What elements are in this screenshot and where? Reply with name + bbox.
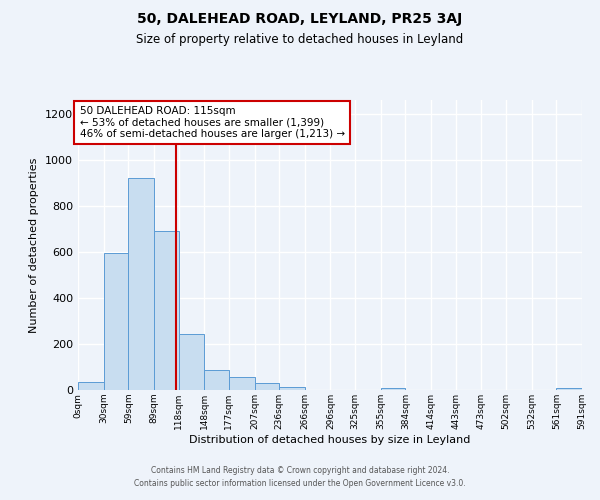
Bar [279,386,305,390]
Bar [556,388,582,390]
Text: 50, DALEHEAD ROAD, LEYLAND, PR25 3AJ: 50, DALEHEAD ROAD, LEYLAND, PR25 3AJ [137,12,463,26]
Bar [104,253,128,390]
Bar [254,383,279,390]
Text: Size of property relative to detached houses in Leyland: Size of property relative to detached ho… [136,32,464,46]
Bar [204,370,229,390]
Bar [78,382,104,390]
Bar [381,388,406,390]
Bar [154,231,179,390]
Text: 50 DALEHEAD ROAD: 115sqm
← 53% of detached houses are smaller (1,399)
46% of sem: 50 DALEHEAD ROAD: 115sqm ← 53% of detach… [80,106,345,139]
Bar [229,378,254,390]
Y-axis label: Number of detached properties: Number of detached properties [29,158,40,332]
Bar [179,334,204,390]
X-axis label: Distribution of detached houses by size in Leyland: Distribution of detached houses by size … [190,434,470,444]
Bar [128,178,154,390]
Text: Contains HM Land Registry data © Crown copyright and database right 2024.
Contai: Contains HM Land Registry data © Crown c… [134,466,466,487]
